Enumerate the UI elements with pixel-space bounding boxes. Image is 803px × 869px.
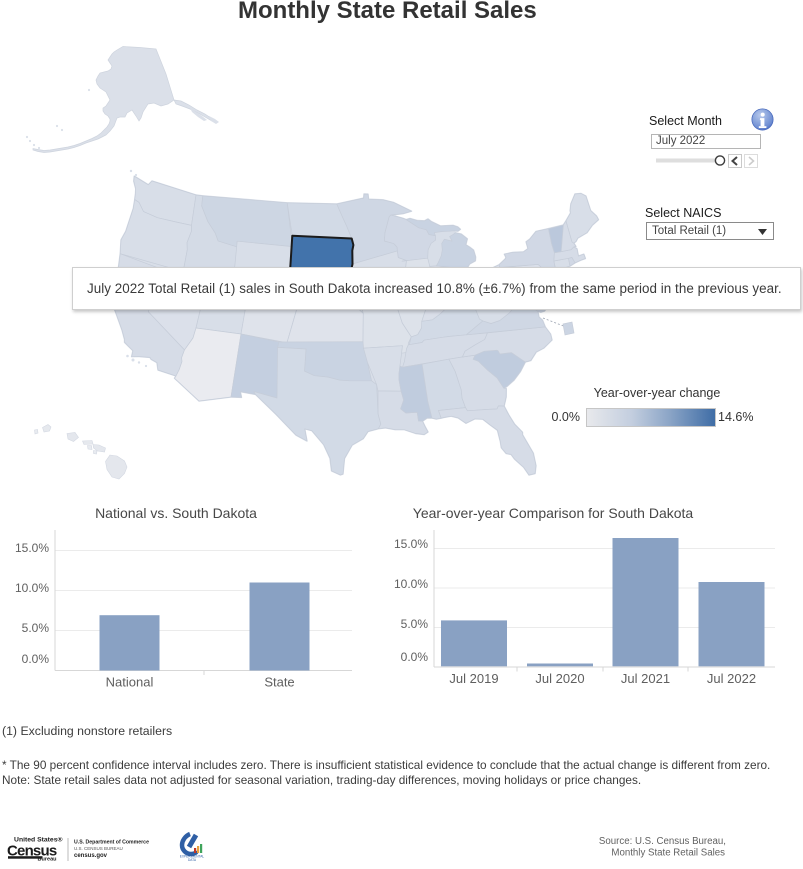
svg-text:National: National (106, 675, 154, 690)
svg-text:15.0%: 15.0% (15, 541, 49, 555)
svg-text:15.0%: 15.0% (394, 537, 428, 551)
svg-text:Source: U.S. Census Bureau,: Source: U.S. Census Bureau, (599, 836, 726, 847)
svg-text:10.0%: 10.0% (15, 581, 49, 595)
svg-text:United States®: United States® (14, 836, 62, 844)
svg-text:Jul 2020: Jul 2020 (535, 671, 584, 686)
svg-text:5.0%: 5.0% (401, 617, 429, 631)
svg-text:Census: Census (7, 843, 57, 860)
svg-text:5.0%: 5.0% (22, 621, 50, 635)
svg-text:10.0%: 10.0% (394, 577, 428, 591)
svg-text:0.0%: 0.0% (22, 652, 50, 666)
svg-text:Jul 2019: Jul 2019 (449, 671, 498, 686)
svg-text:EXPERIMENTAL: EXPERIMENTAL (180, 855, 205, 859)
svg-text:0.0%: 0.0% (401, 650, 429, 664)
svg-text:Bureau: Bureau (38, 856, 57, 862)
svg-text:U.S. CENSUS BUREAU: U.S. CENSUS BUREAU (74, 846, 123, 851)
svg-text:U.S. Department of Commerce: U.S. Department of Commerce (74, 840, 149, 846)
svg-text:National vs. South Dakota: National vs. South Dakota (95, 505, 257, 521)
svg-text:Year-over-year Comparison for: Year-over-year Comparison for South Dako… (413, 505, 694, 521)
svg-text:Monthly State Retail Sales: Monthly State Retail Sales (611, 848, 725, 859)
svg-text:State: State (264, 675, 294, 690)
svg-text:DATA: DATA (188, 858, 197, 862)
svg-text:Jul 2021: Jul 2021 (621, 671, 670, 686)
svg-text:Jul 2022: Jul 2022 (707, 671, 756, 686)
svg-text:census.gov: census.gov (74, 853, 108, 859)
